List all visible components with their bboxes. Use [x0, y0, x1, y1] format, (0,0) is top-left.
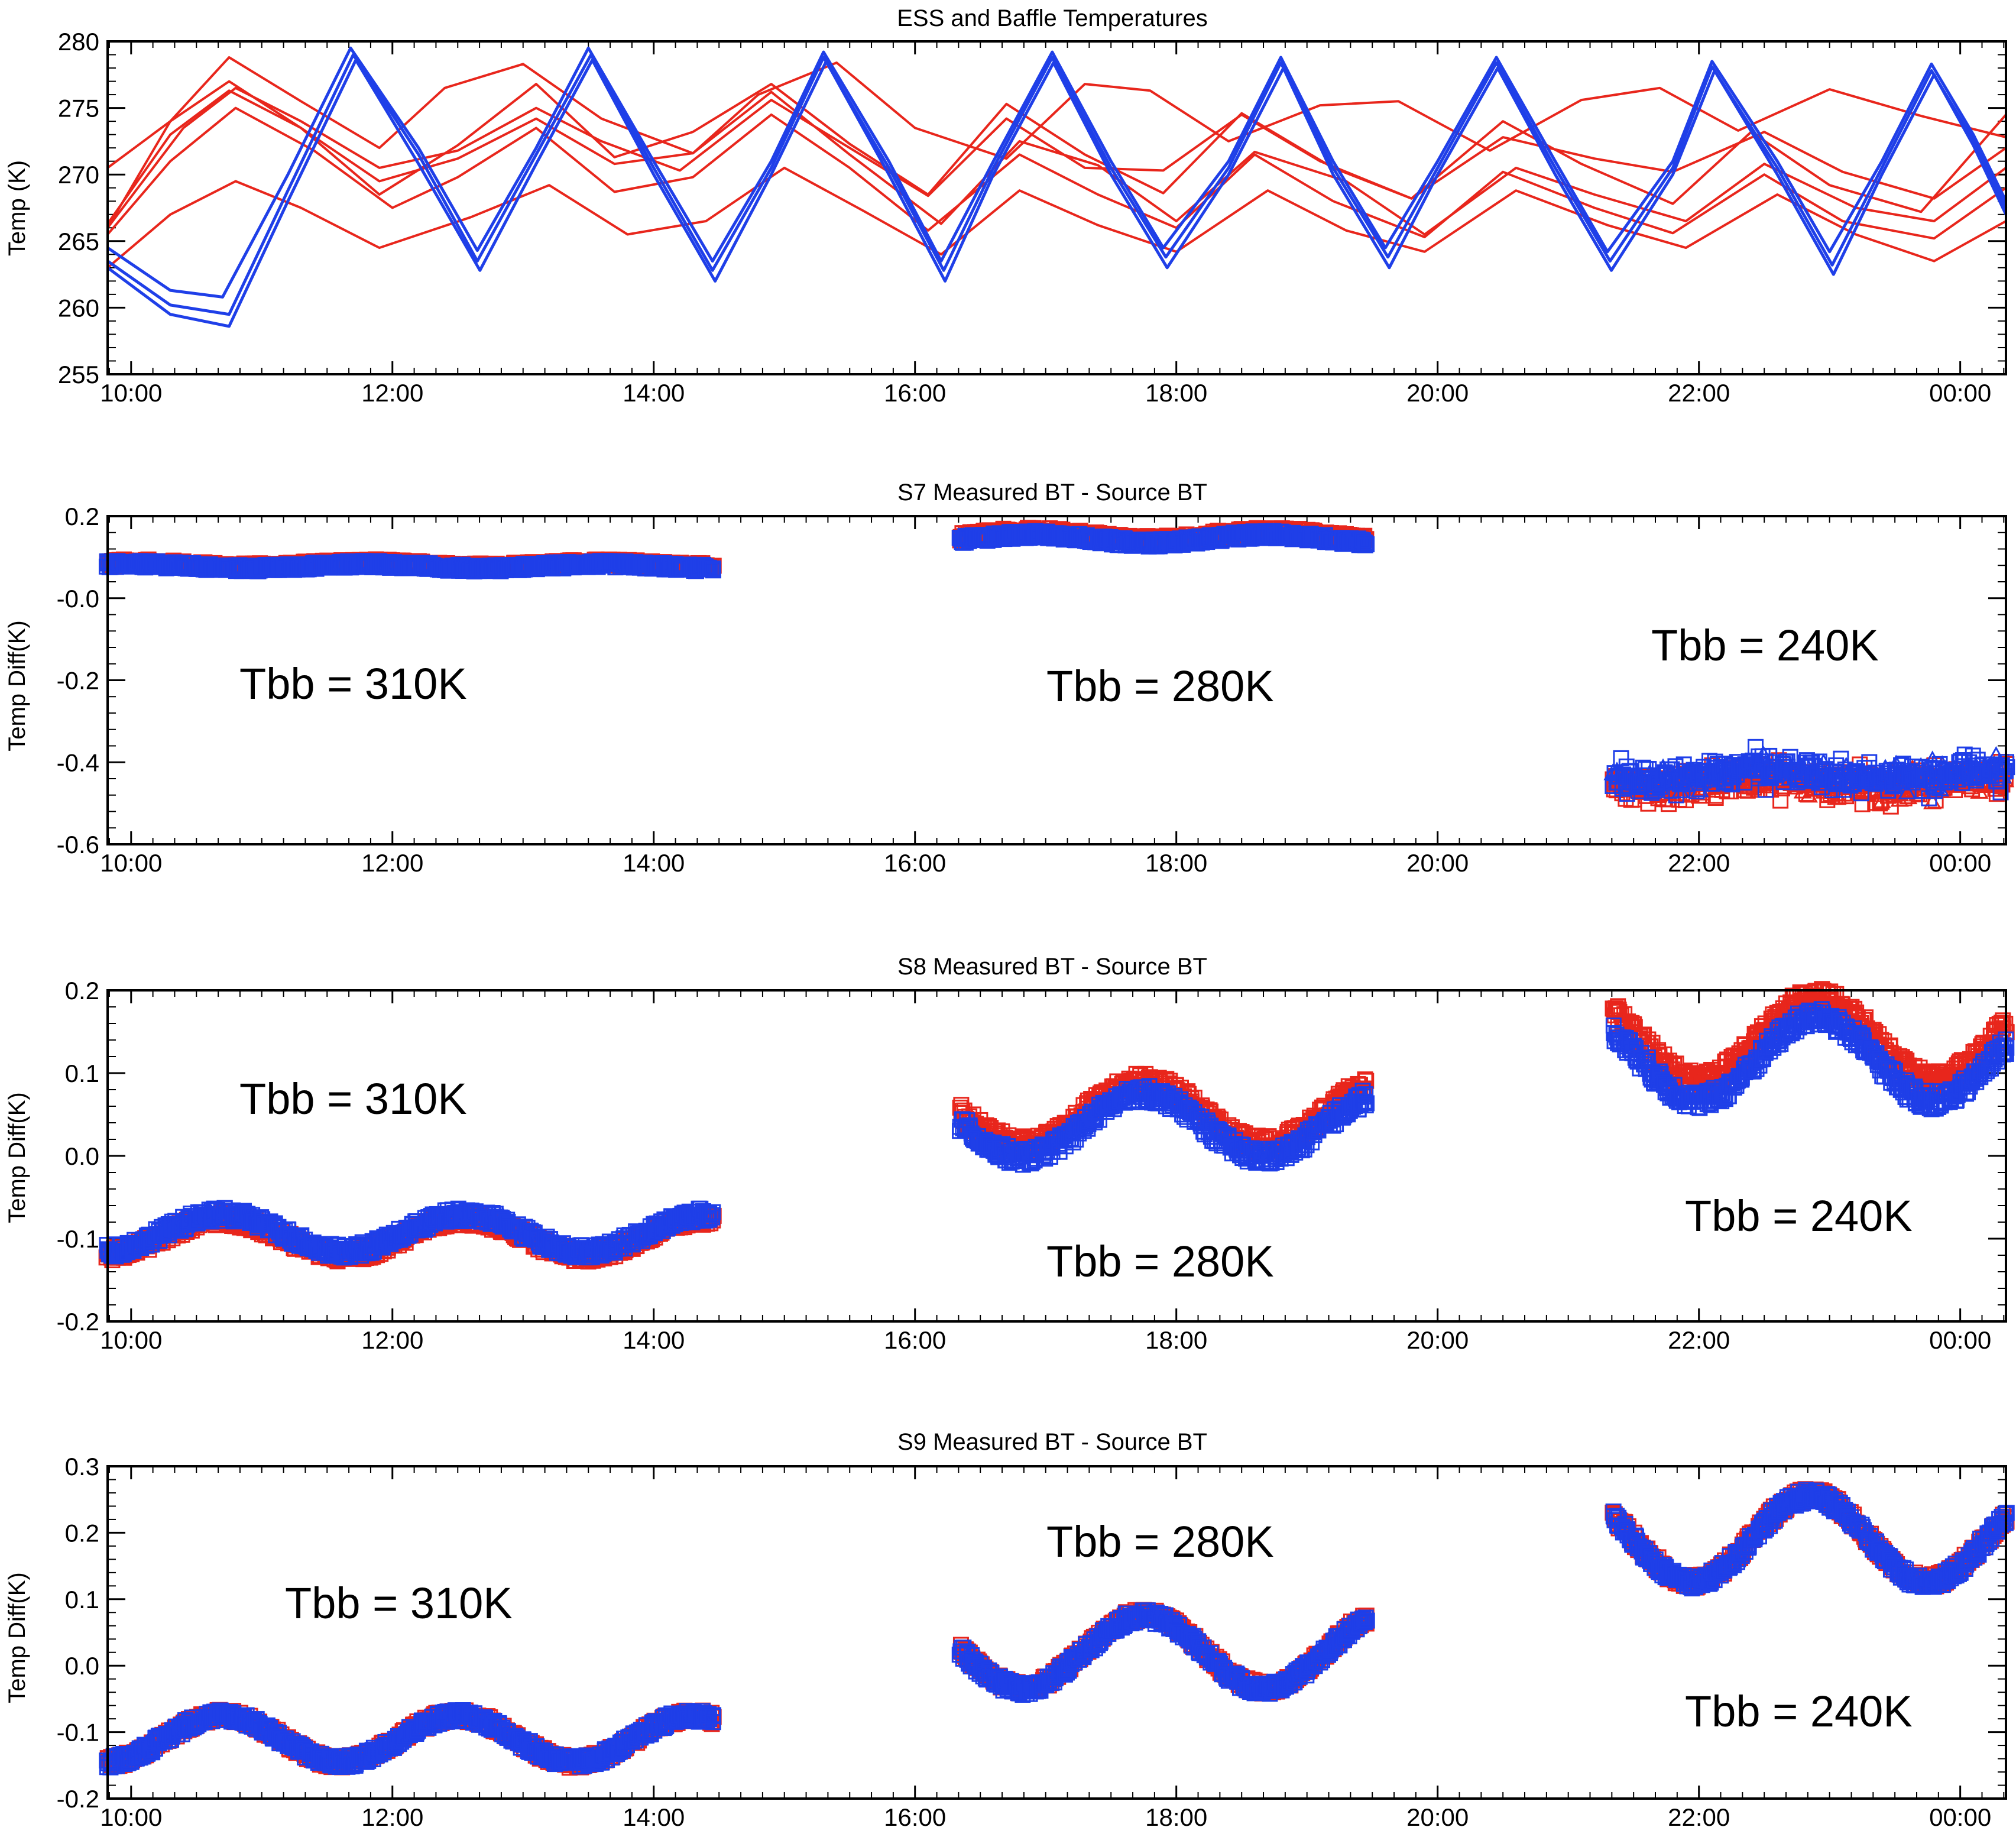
x-tick-label: 10:00	[100, 1326, 162, 1354]
x-tick-label: 22:00	[1668, 1326, 1730, 1354]
series-line-baffle-sensor-3	[106, 59, 2008, 328]
y-axis-label: Temp Diff(K)	[4, 620, 30, 751]
y-tick-label: -0.1	[57, 1225, 99, 1253]
x-tick-label: 12:00	[361, 849, 423, 877]
data-point	[705, 560, 721, 576]
x-tick-label: 00:00	[1929, 379, 1991, 407]
panel-s7: S7 Measured BT - Source BT Temp Diff(K) …	[4, 480, 2015, 877]
annotation-tbb-280k: Tbb = 280K	[1046, 662, 1274, 711]
panel-ess-baffle: ESS and Baffle Temperatures Temp (K) 10:…	[4, 5, 2008, 407]
x-tick-label: 00:00	[1929, 1326, 1991, 1354]
y-axis-label: Temp Diff(K)	[4, 1092, 30, 1223]
y-tick-label: 275	[58, 95, 99, 122]
y-tick-label: -0.6	[57, 831, 99, 858]
y-tick-label: 0.1	[65, 1060, 99, 1087]
data-point	[1357, 537, 1373, 553]
x-tick-label: 20:00	[1406, 849, 1469, 877]
segment-tbb-310k	[98, 551, 722, 580]
y-tick-label: 260	[58, 294, 99, 322]
segment-tbb-280k	[951, 520, 1375, 555]
y-tick-label: -0.2	[57, 667, 99, 695]
y-tick-label: 270	[58, 161, 99, 189]
x-tick-label: 22:00	[1668, 379, 1730, 407]
x-tick-label: 16:00	[884, 379, 946, 407]
data-point	[1354, 532, 1371, 549]
x-tick-label: 10:00	[100, 379, 162, 407]
series-line-ess-sensor-4	[106, 166, 2007, 269]
plot-area: 10:00 12:00 14:00 16:00 18:00 20:00 22:00 00:00…	[57, 503, 2015, 877]
segment-tbb-240k	[1603, 738, 2015, 815]
data-point	[1359, 536, 1375, 553]
panel-title: S8 Measured BT - Source BT	[897, 954, 1207, 980]
y-tick-label: -0.0	[57, 585, 99, 613]
series-line-ess-sensor-2	[106, 56, 2007, 169]
x-tick-label: 10:00	[100, 849, 162, 877]
y-tick-label: -0.4	[57, 749, 99, 776]
series-line-baffle-sensor-1	[106, 46, 2008, 299]
series-line-baffle-sensor-2	[106, 53, 2008, 316]
y-tick-label: 0.2	[65, 503, 99, 530]
y-tick-label: -0.2	[57, 1308, 99, 1336]
x-tick-label: 12:00	[361, 1326, 423, 1354]
x-tick-label: 16:00	[884, 1326, 946, 1354]
x-tick-label: 20:00	[1406, 1326, 1469, 1354]
x-tick-label: 14:00	[623, 379, 685, 407]
x-tick-label: 12:00	[361, 379, 423, 407]
series-line-ess-sensor-5	[106, 106, 2007, 240]
annotation-tbb-310k: Tbb = 310K	[239, 659, 467, 708]
x-tick-label: 14:00	[623, 1326, 685, 1354]
plot-frame	[106, 40, 2007, 375]
y-tick-label: 0.2	[65, 977, 99, 1005]
panel-s8: S8 Measured BT - Source BT Temp Diff(K) …	[4, 954, 2015, 1354]
x-tick-label: 18:00	[1145, 1326, 1207, 1354]
y-tick-label: 265	[58, 228, 99, 255]
x-tick-label: 20:00	[1406, 379, 1469, 407]
series-line-ess-sensor-6	[106, 83, 2007, 225]
x-tick-label: 18:00	[1145, 849, 1207, 877]
y-axis-label: Temp (K)	[4, 160, 30, 256]
panel-title: ESS and Baffle Temperatures	[897, 5, 1208, 31]
panel-title: S7 Measured BT - Source BT	[897, 480, 1207, 506]
x-tick-label: 16:00	[884, 849, 946, 877]
plot-area: 10:00 12:00 14:00 16:00 18:00 20:00 22:00 00:00…	[57, 977, 2015, 1354]
x-tick-label: 00:00	[1929, 849, 1991, 877]
annotation-tbb-240k: Tbb = 240K	[1651, 621, 1879, 670]
x-tick-label: 18:00	[1145, 379, 1207, 407]
x-tick-label: 22:00	[1668, 849, 1730, 877]
series-line-ess-sensor-3	[106, 80, 2007, 236]
x-tick-label: 14:00	[623, 849, 685, 877]
segment-tbb-310k	[98, 1200, 722, 1270]
y-tick-label: 255	[58, 361, 99, 388]
plot-area: 10:00 12:00 14:00 16:00 18:00 20:00 22:00 00:00…	[58, 28, 2008, 407]
y-tick-label: 280	[58, 28, 99, 56]
y-tick-label: 0.0	[65, 1142, 99, 1170]
